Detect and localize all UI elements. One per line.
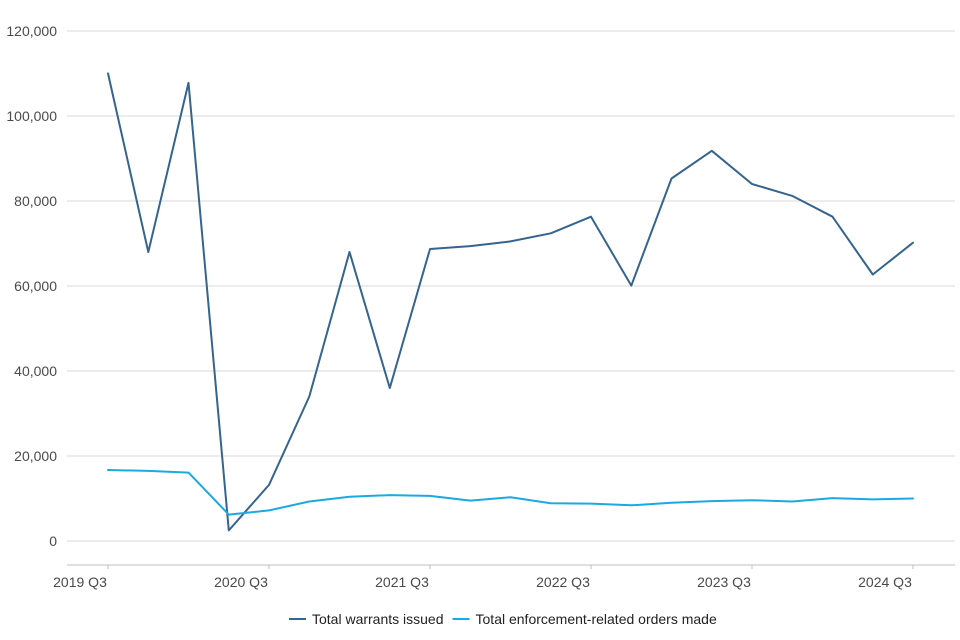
data-point — [629, 503, 634, 508]
data-point — [870, 272, 875, 277]
legend-label-1: Total enforcement-related orders made — [476, 611, 717, 627]
data-point — [146, 468, 151, 473]
data-point — [750, 498, 755, 503]
data-point — [146, 250, 151, 255]
y-tick-label: 0 — [49, 533, 57, 549]
x-axis: 2019 Q3 2020 Q3 2021 Q3 2022 Q3 2023 Q3 2024 … — [53, 564, 955, 590]
y-tick-label: 60,000 — [14, 278, 57, 294]
data-point — [508, 495, 513, 500]
data-point — [911, 240, 916, 245]
x-tick-label: 2022 Q3 — [536, 574, 590, 590]
data-point — [428, 493, 433, 498]
data-point — [548, 231, 553, 236]
data-point — [548, 501, 553, 506]
data-point — [347, 250, 352, 255]
y-tick-label: 20,000 — [14, 448, 57, 464]
gridlines — [67, 30, 955, 542]
data-point — [347, 494, 352, 499]
data-point — [428, 247, 433, 252]
data-point — [267, 482, 272, 487]
series-line-1 — [107, 469, 914, 516]
data-point — [226, 512, 231, 517]
data-point — [709, 148, 714, 153]
data-point — [468, 498, 473, 503]
x-tick-label: 2023 Q3 — [697, 574, 751, 590]
data-point — [508, 239, 513, 244]
data-point — [709, 499, 714, 504]
data-point — [106, 71, 111, 76]
y-tick-label: 120,000 — [6, 23, 57, 39]
data-point — [387, 386, 392, 391]
data-point — [307, 394, 312, 399]
data-point — [830, 496, 835, 501]
y-axis-tick-labels: 0 20,000 40,000 60,000 80,000 100,000 120,000 — [6, 23, 57, 549]
data-point — [226, 528, 231, 533]
series-line-0 — [107, 72, 914, 532]
data-point — [307, 499, 312, 504]
legend: Total warrants issued Total enforcement-r… — [289, 611, 717, 627]
data-point — [911, 496, 916, 501]
data-point — [186, 470, 191, 475]
data-point — [589, 501, 594, 506]
data-point — [870, 497, 875, 502]
data-point — [468, 244, 473, 249]
x-tick-label: 2020 Q3 — [214, 574, 268, 590]
x-tick-label: 2019 Q3 — [53, 574, 107, 590]
data-point — [589, 214, 594, 219]
data-point — [790, 499, 795, 504]
data-point — [186, 80, 191, 85]
data-point — [750, 182, 755, 187]
data-point — [669, 500, 674, 505]
data-point — [387, 493, 392, 498]
series-lines — [106, 71, 916, 533]
x-tick-label: 2021 Q3 — [375, 574, 429, 590]
data-point — [669, 176, 674, 181]
y-tick-label: 40,000 — [14, 363, 57, 379]
y-tick-label: 100,000 — [6, 108, 57, 124]
data-point — [830, 214, 835, 219]
data-point — [106, 468, 111, 473]
data-point — [267, 508, 272, 513]
legend-label-0: Total warrants issued — [312, 611, 444, 627]
data-point — [790, 193, 795, 198]
x-tick-label: 2024 Q3 — [858, 574, 912, 590]
data-point — [629, 283, 634, 288]
y-tick-label: 80,000 — [14, 193, 57, 209]
